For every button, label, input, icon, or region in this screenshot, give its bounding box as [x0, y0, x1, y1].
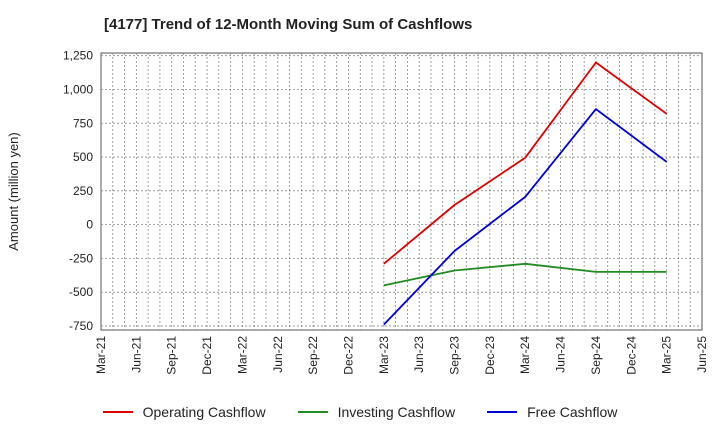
- y-tick-label: 250: [73, 184, 93, 198]
- x-tick-label: Jun-24: [554, 336, 568, 373]
- x-tick-label: Sep-21: [165, 336, 179, 375]
- y-tick-label: 0: [86, 218, 93, 232]
- legend-swatch-investing: [297, 411, 328, 413]
- x-tick-label: Dec-21: [200, 336, 214, 375]
- legend-label-free: Free Cashflow: [527, 404, 618, 420]
- legend-label-investing: Investing Cashflow: [337, 404, 456, 420]
- y-tick-label: 1,250: [63, 49, 93, 63]
- legend-swatch-operating: [102, 411, 133, 413]
- x-tick-label: Jun-25: [695, 336, 709, 373]
- y-tick-label: -750: [69, 319, 93, 333]
- x-tick-label: Mar-22: [235, 336, 249, 374]
- y-tick-label: -250: [69, 251, 93, 265]
- x-tick-label: Sep-22: [306, 336, 320, 375]
- x-tick-label: Sep-23: [448, 336, 462, 375]
- legend-label-operating: Operating Cashflow: [142, 404, 266, 420]
- legend-item-investing: Investing Cashflow: [297, 404, 456, 420]
- plot-area: [100, 52, 703, 331]
- series-line-operating-cashflow: [383, 61, 668, 265]
- y-tick-label: 500: [73, 150, 93, 164]
- x-tick-label: Jun-23: [412, 336, 426, 373]
- x-tick-label: Jun-22: [271, 336, 285, 373]
- y-tick-label: 1,000: [63, 82, 93, 96]
- x-tick-label: Sep-24: [589, 336, 603, 375]
- x-tick-label: Dec-24: [624, 336, 638, 375]
- legend-swatch-free: [487, 411, 518, 413]
- legend-item-free: Free Cashflow: [487, 404, 617, 420]
- x-tick-label: Dec-23: [483, 336, 497, 375]
- chart-title: [4177] Trend of 12-Month Moving Sum of C…: [104, 16, 473, 33]
- y-tick-label: -500: [69, 285, 93, 299]
- x-tick-label: Dec-22: [341, 336, 355, 375]
- legend-item-operating: Operating Cashflow: [102, 404, 266, 420]
- y-axis-label: Amount (million yen): [6, 132, 21, 251]
- x-tick-label: Jun-21: [129, 336, 143, 373]
- y-tick-label: 750: [73, 116, 93, 130]
- x-tick-label: Mar-24: [518, 336, 532, 374]
- legend: Operating Cashflow Investing Cashflow Fr…: [0, 404, 720, 420]
- series-line-free-cashflow: [383, 108, 668, 326]
- x-tick-label: Mar-23: [377, 336, 391, 374]
- x-tick-label: Mar-21: [94, 336, 108, 374]
- x-tick-label: Mar-25: [660, 336, 674, 374]
